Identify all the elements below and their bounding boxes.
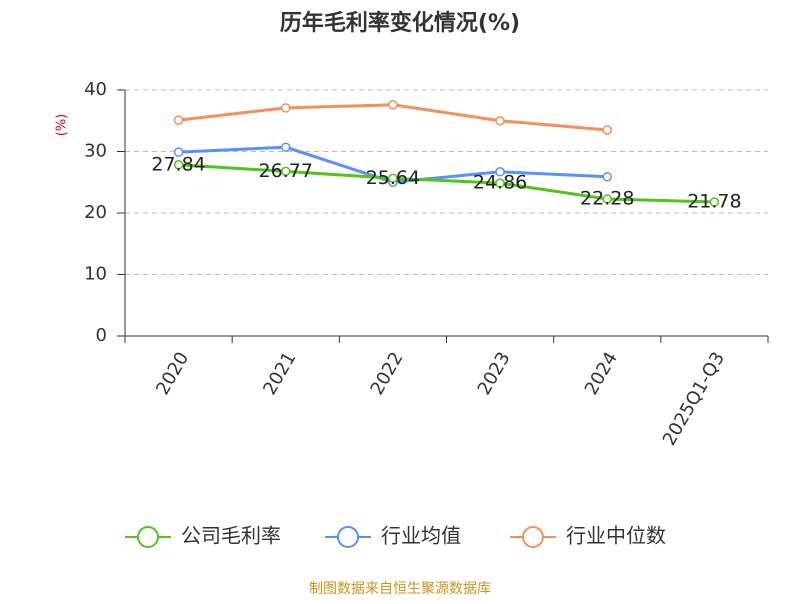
data-label: 21.78 [687,191,741,213]
y-axis-label: (%) [55,114,70,137]
x-tick-label: 2023 [474,349,515,399]
data-label: 26.77 [259,160,313,182]
x-tick-label: 2020 [152,349,193,399]
point [173,147,184,157]
point [281,142,291,152]
point [173,115,184,125]
data-label: 25.64 [366,167,420,189]
legend-label: 行业中位数 [566,524,666,548]
point [495,116,505,126]
y-tick-label: 0 [96,325,107,346]
legend-marker [522,526,544,548]
legend-marker [137,526,159,548]
chart-title: 历年毛利率变化情况(%) [280,10,520,36]
y-tick-label: 10 [84,264,107,285]
series-line [178,163,715,204]
data-label: 22.28 [580,187,634,209]
point [388,100,398,110]
y-tick-label: 20 [84,202,107,223]
data-label: 27.84 [151,153,205,175]
point [709,197,720,207]
point [281,166,291,177]
legend-label: 行业均值 [381,524,461,548]
point [602,194,612,204]
y-tick-label: 30 [84,141,107,162]
legend-marker [337,526,359,548]
source-note: 制图数据来自恒生聚源数据库 [309,581,491,597]
point [495,178,505,188]
x-tick-label: 2024 [581,349,622,399]
x-tick-label: 2025Q1-Q3 [659,349,729,450]
point [495,167,505,177]
point [602,125,612,135]
point [388,173,398,184]
x-tick-label: 2022 [366,349,407,399]
point [173,160,184,170]
data-label: 24.86 [473,172,527,194]
legend-label: 公司毛利率 [181,524,281,548]
x-tick-label: 2021 [259,349,300,399]
point [281,103,291,113]
y-tick-label: 40 [84,79,107,100]
point [602,171,612,182]
